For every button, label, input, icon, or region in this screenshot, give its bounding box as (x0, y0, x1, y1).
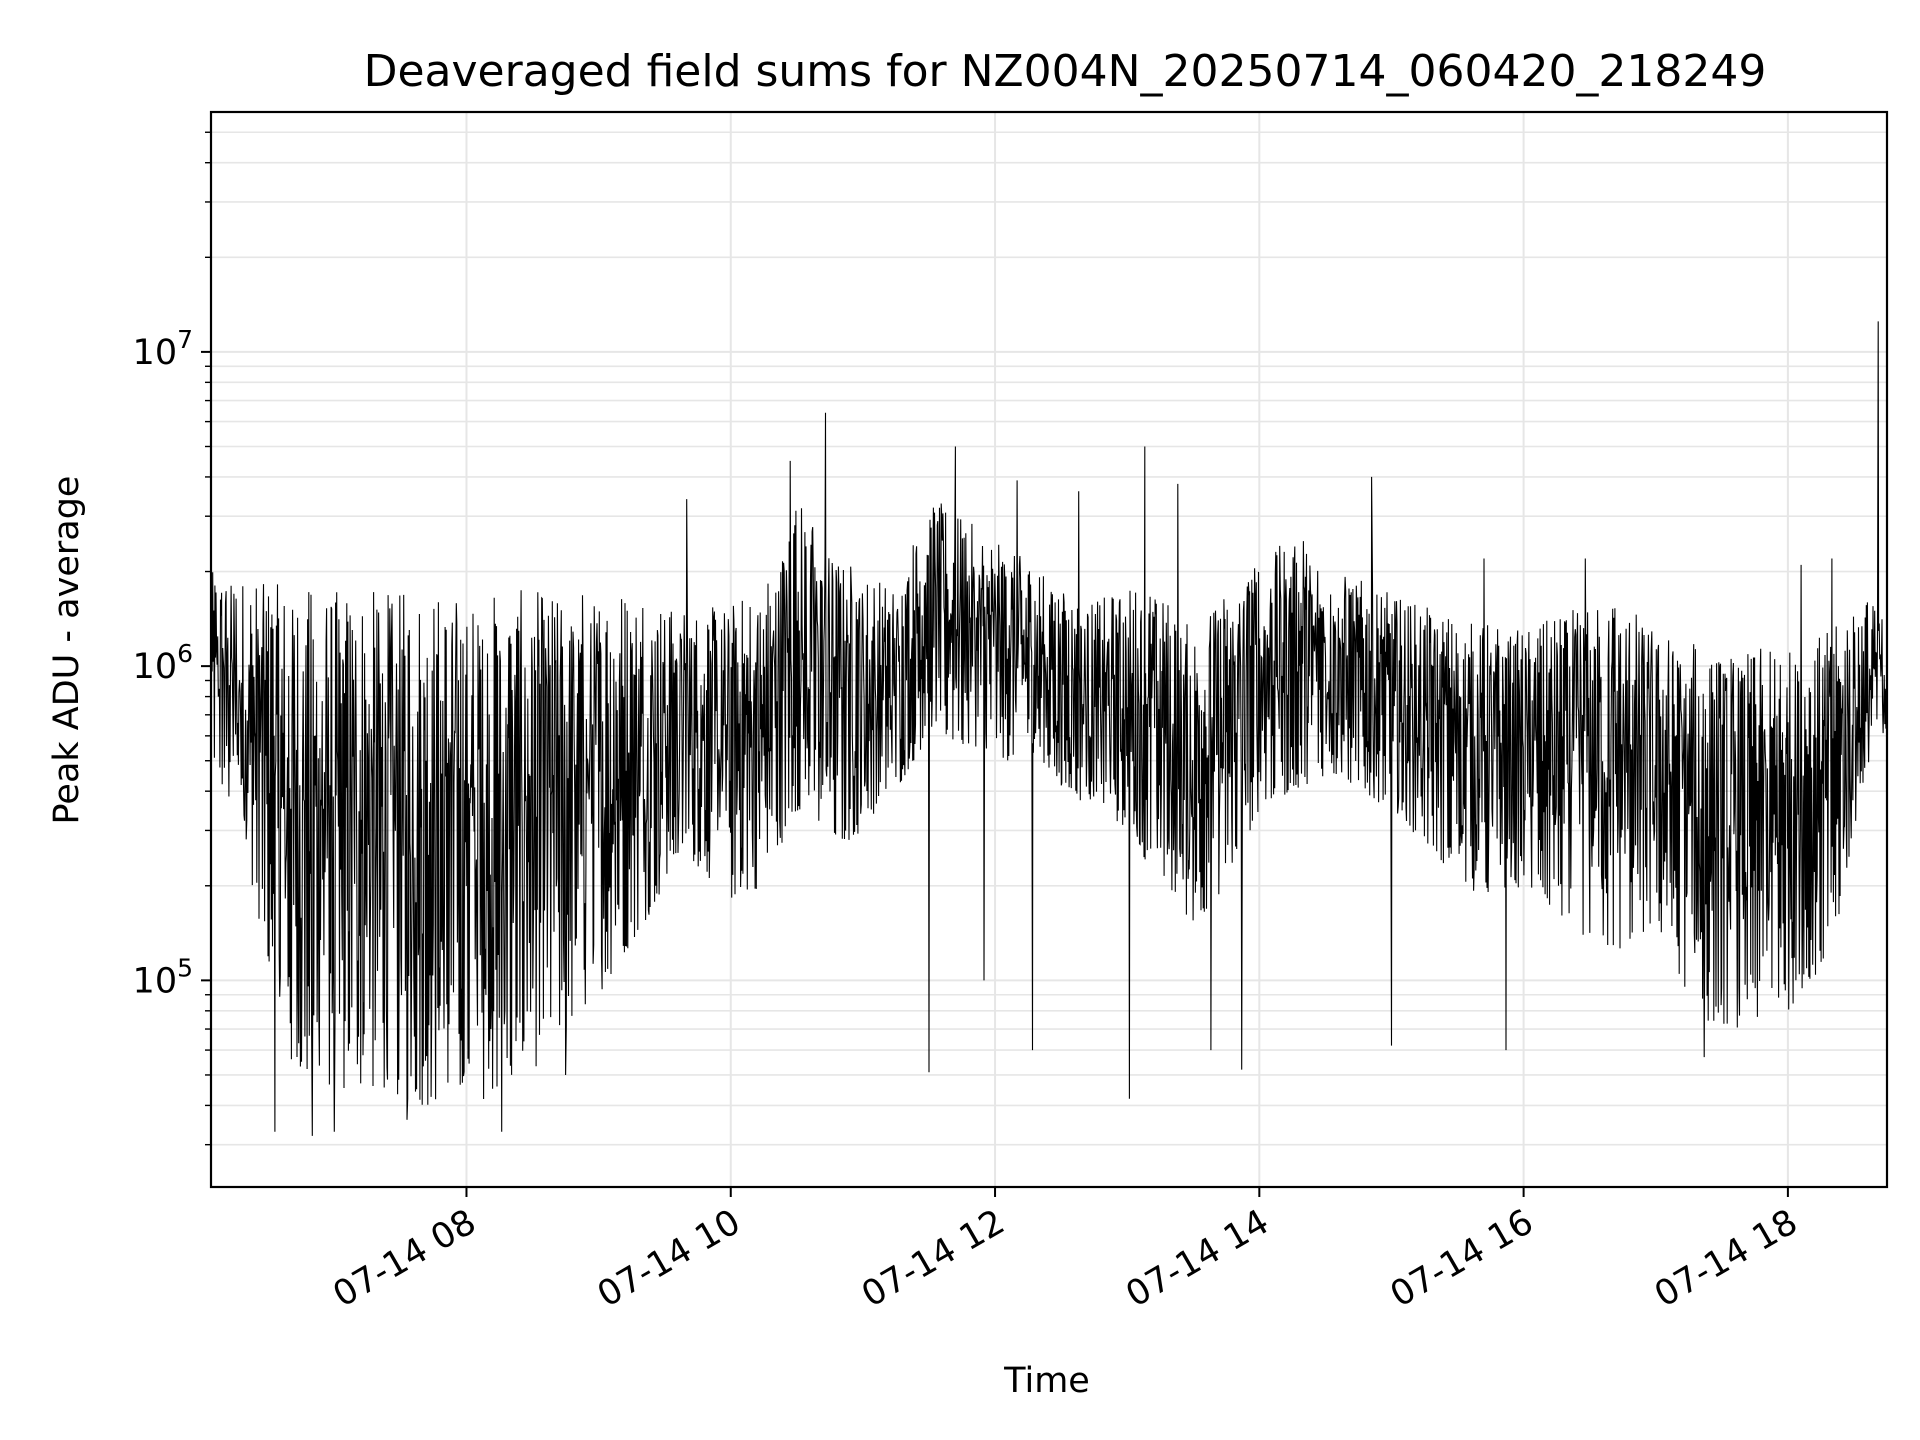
y-tick-label: 105 (133, 953, 193, 1001)
y-tick-exponent: 6 (177, 639, 193, 668)
chart-title: Deaveraged field sums for NZ004N_2025071… (364, 46, 1767, 97)
y-axis-label: Peak ADU - average (47, 476, 87, 825)
y-tick-label: 106 (133, 639, 193, 687)
y-tick-exponent: 5 (177, 953, 193, 982)
y-tick-base: 10 (133, 333, 178, 373)
y-tick-label: 107 (133, 325, 193, 373)
data-series (210, 321, 1888, 1136)
y-tick-base: 10 (133, 647, 178, 687)
y-tick-base: 10 (133, 961, 178, 1001)
plot-frame (209, 110, 1889, 1189)
series-line (210, 321, 1888, 1136)
y-tick-exponent: 7 (177, 325, 193, 354)
x-axis-label: Time (1003, 1361, 1090, 1401)
